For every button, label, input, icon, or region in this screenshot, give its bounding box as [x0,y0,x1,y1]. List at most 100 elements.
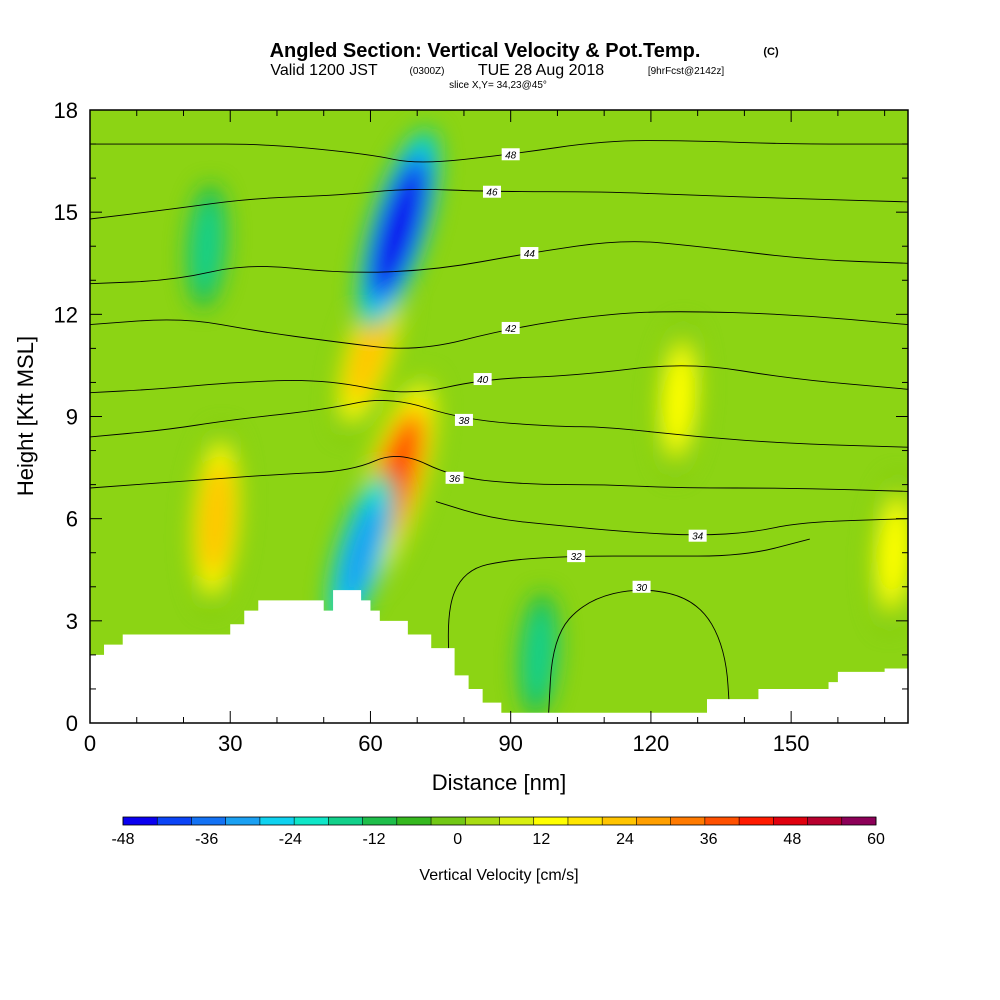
theta-contour-40 [90,365,908,394]
colorbar-tick-label: 60 [867,831,885,848]
contour-label-46: 46 [482,185,501,199]
colorbar-tick-label: -48 [111,831,134,848]
colorbar-swatch [157,817,192,825]
chart-title: Angled Section: Vertical Velocity & Pot.… [270,40,701,62]
colorbar-tick-label: -24 [279,831,302,848]
colorbar-swatch [704,817,740,825]
colorbar-swatch [636,817,672,825]
y-tick-label: 15 [54,200,78,225]
colorbar-swatch [773,817,808,825]
colorbar-swatch [602,817,637,825]
contour-label-text: 34 [692,532,704,543]
contour-label-box [688,529,707,542]
contour-label-30: 30 [632,580,651,594]
contour-label-text: 40 [477,375,489,386]
theta-contours: 30 32 34 36 38 40 42 44 46 48 [90,140,908,723]
contour-label-36: 36 [445,471,464,485]
downdraft-blob [372,165,425,293]
colorbar-tick-label: 24 [616,831,634,848]
contour-label-34: 34 [688,529,707,543]
colorbar-swatch [328,817,363,825]
valid-utc: (0300Z) [409,66,444,77]
valid-date: TUE 28 Aug 2018 [478,62,604,79]
contour-label-42: 42 [501,321,520,335]
contour-label-box [501,148,520,161]
colorbar-tick-label: 48 [783,831,801,848]
vertical-velocity-field [186,127,908,718]
plot-area: 30 32 34 36 38 40 42 44 46 48 [90,110,908,723]
theta-contour-30 [547,589,731,723]
contour-label-text: 44 [524,249,536,260]
contour-label-text: 36 [449,474,461,485]
theta-contour-36 [90,456,908,492]
x-tick-label: 90 [498,731,522,756]
contour-label-box [482,185,501,198]
colorbar-tick-label: -36 [195,831,218,848]
theta-contour-34 [435,501,908,536]
colorbar-swatch [567,817,603,825]
chart-title-unit: (C) [763,46,779,58]
contour-label-32: 32 [567,550,586,563]
colorbar-swatch [465,817,500,825]
colorbar-swatch [670,817,706,825]
y-axis-label: Height [Kft MSL] [13,336,38,496]
x-tick-label: 150 [773,731,810,756]
contour-label-box [567,550,586,563]
colorbar-swatch [225,817,261,825]
updraft-blob [199,461,234,576]
y-axis: 0 36 9 12 15 18 [54,98,908,736]
contour-label-box [445,471,464,484]
contour-label-box [454,413,473,426]
contour-label-44: 44 [520,247,539,260]
colorbar: -48 -36 -24 -12 0 12 24 36 48 60 [111,816,885,848]
colorbar-swatch [807,817,843,825]
y-tick-label: 12 [54,302,78,327]
theta-contour-38 [90,399,908,448]
colorbar-swatch [294,817,329,825]
field-background [90,110,908,723]
theta-contour-48 [90,140,908,163]
contour-label-text: 30 [636,583,648,594]
valid-prefix: Valid 1200 JST [270,62,378,79]
contour-label-text: 42 [505,324,517,335]
contour-label-text: 32 [571,552,583,563]
terrain-mask [90,590,908,723]
y-tick-label: 18 [54,98,78,123]
forecast-info: [9hrFcst@2142z] [648,66,725,77]
y-tick-label: 0 [66,711,78,736]
contour-label-box [520,247,539,260]
downdraft-blob [194,207,220,286]
contour-label-box [632,580,651,593]
colorbar-label: Vertical Velocity [cm/s] [419,867,578,884]
colorbar-tick-label: 36 [700,831,718,848]
contour-label-box [473,373,492,386]
colorbar-swatch [499,817,535,825]
x-tick-label: 60 [358,731,382,756]
slice-info: slice X,Y= 34,23@45° [449,80,547,91]
colorbar-swatch [396,817,432,825]
x-tick-label: 120 [633,731,670,756]
colorbar-swatch [533,817,569,825]
contour-label-text: 38 [458,416,470,427]
updraft-blob [664,351,694,448]
x-tick-label: 0 [84,731,96,756]
colorbar-swatch [123,817,158,825]
y-tick-label: 9 [66,405,78,430]
colorbar-tick-label: 12 [532,831,550,848]
colorbar-swatch [431,817,466,825]
contour-label-38: 38 [454,413,473,427]
contour-label-40: 40 [473,373,492,386]
colorbar-swatch [191,817,227,825]
contour-label-text: 48 [505,150,517,161]
downdraft-blob [339,502,383,604]
colorbar-swatch [362,817,398,825]
theta-contour-42 [90,311,908,349]
contour-label-48: 48 [501,148,520,161]
x-axis: 0 30 60 90 120 150 [84,110,886,756]
contour-label-box [501,321,520,334]
colorbar-tick-label: 0 [453,831,462,848]
colorbar-swatch [739,817,774,825]
downdraft-blob [525,615,552,694]
contour-label-text: 46 [486,188,498,199]
